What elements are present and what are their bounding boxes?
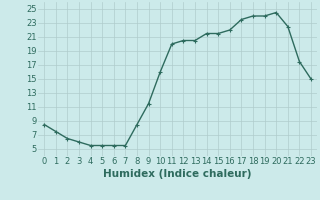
- X-axis label: Humidex (Indice chaleur): Humidex (Indice chaleur): [103, 169, 252, 179]
